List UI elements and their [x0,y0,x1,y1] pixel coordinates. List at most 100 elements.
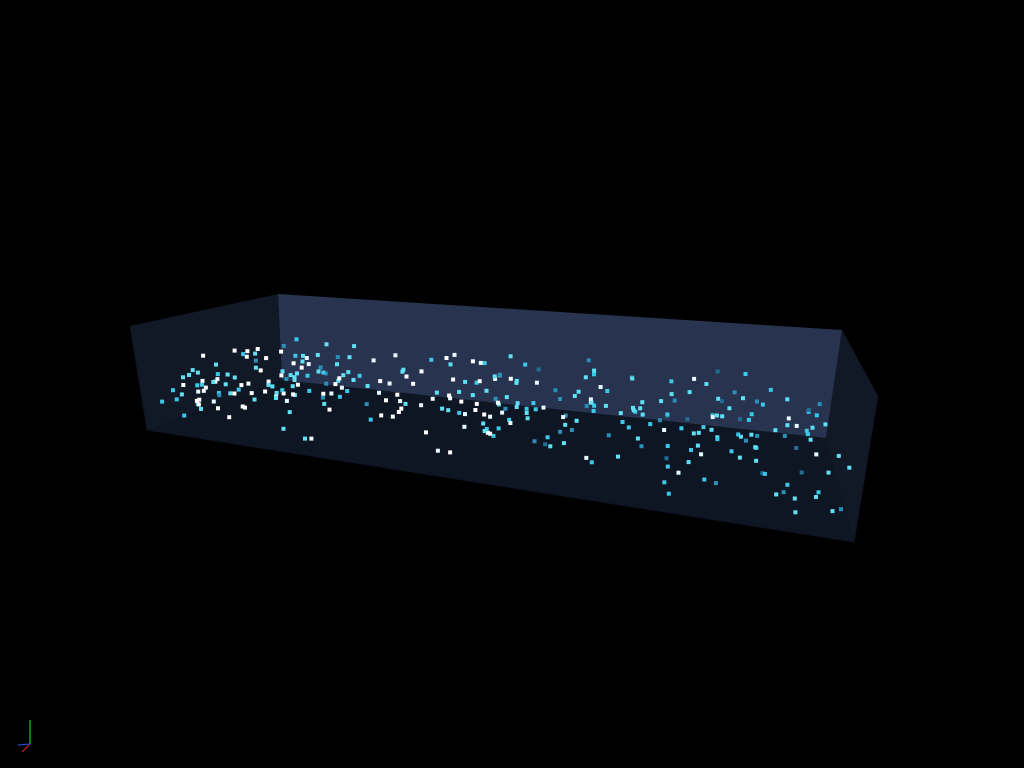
particle [814,452,819,457]
particle [291,361,296,366]
particle [847,465,852,470]
particle [592,368,597,373]
particle [598,385,603,389]
particle [232,391,237,396]
particle [315,353,320,357]
particle [393,353,398,358]
particle [687,390,692,395]
particle [507,417,512,422]
particle [793,510,798,515]
particle [591,409,596,413]
particle [685,417,690,422]
particle-cloud [160,337,852,515]
particle [215,377,220,382]
particle [214,362,218,367]
particle [274,391,279,395]
particle [746,417,751,422]
particle [640,412,645,417]
particle [181,375,185,380]
particle [321,391,326,396]
particle [563,422,568,427]
particle [810,425,815,430]
particle [284,398,289,403]
particle [474,380,479,385]
particle [390,414,395,419]
particle [563,413,568,418]
particle [440,406,445,411]
box-left-wall [130,294,282,430]
particle [320,395,325,400]
particle [384,398,388,403]
particle [666,491,671,496]
particle [515,401,520,406]
particle [292,378,297,382]
particle [321,370,326,375]
particle [482,361,487,366]
particle [318,365,323,370]
particle [200,382,204,387]
particle [691,431,696,436]
particle [508,421,513,425]
particle [249,391,254,396]
particle [508,354,513,359]
particle [561,415,566,420]
particle [768,387,773,392]
particle [699,452,704,457]
particle [288,373,293,378]
particle [448,450,453,455]
particle [371,358,376,363]
particle [411,381,416,386]
particle [352,344,357,349]
particle [387,381,392,386]
particle [662,480,667,485]
particle [215,372,220,377]
particle [823,422,828,427]
particle [805,432,810,437]
particle [190,368,195,373]
particle [434,390,439,395]
particle [447,393,452,398]
particle [785,482,790,487]
particle [737,455,742,460]
particle [200,378,205,383]
box-floor [147,380,854,542]
particle [514,405,519,409]
particle [232,348,237,353]
particle [364,402,369,407]
particle [794,423,799,428]
particle [713,481,718,486]
particle [347,355,352,360]
particle [774,492,779,497]
particle [245,349,250,354]
particle [337,394,342,399]
box-right-wall [826,330,878,542]
particle [240,404,245,409]
particle [814,413,819,418]
box-front-edge [129,325,879,543]
particle [300,359,305,364]
particle [695,443,700,448]
particle [665,464,670,469]
particle [482,412,487,417]
particle [280,369,285,374]
particle [536,367,541,372]
particle [187,373,191,377]
particle [279,349,284,354]
particle [741,396,745,401]
particle [477,379,482,384]
particle [781,490,786,495]
particle [618,411,623,416]
particle [482,429,487,433]
particle [484,388,489,393]
particle [716,396,721,401]
particle [514,380,519,385]
particle [336,378,341,383]
particle [201,353,206,358]
particle [665,412,670,417]
particle [830,509,835,514]
particle [291,392,296,397]
particle [755,399,759,404]
particle [543,442,548,447]
